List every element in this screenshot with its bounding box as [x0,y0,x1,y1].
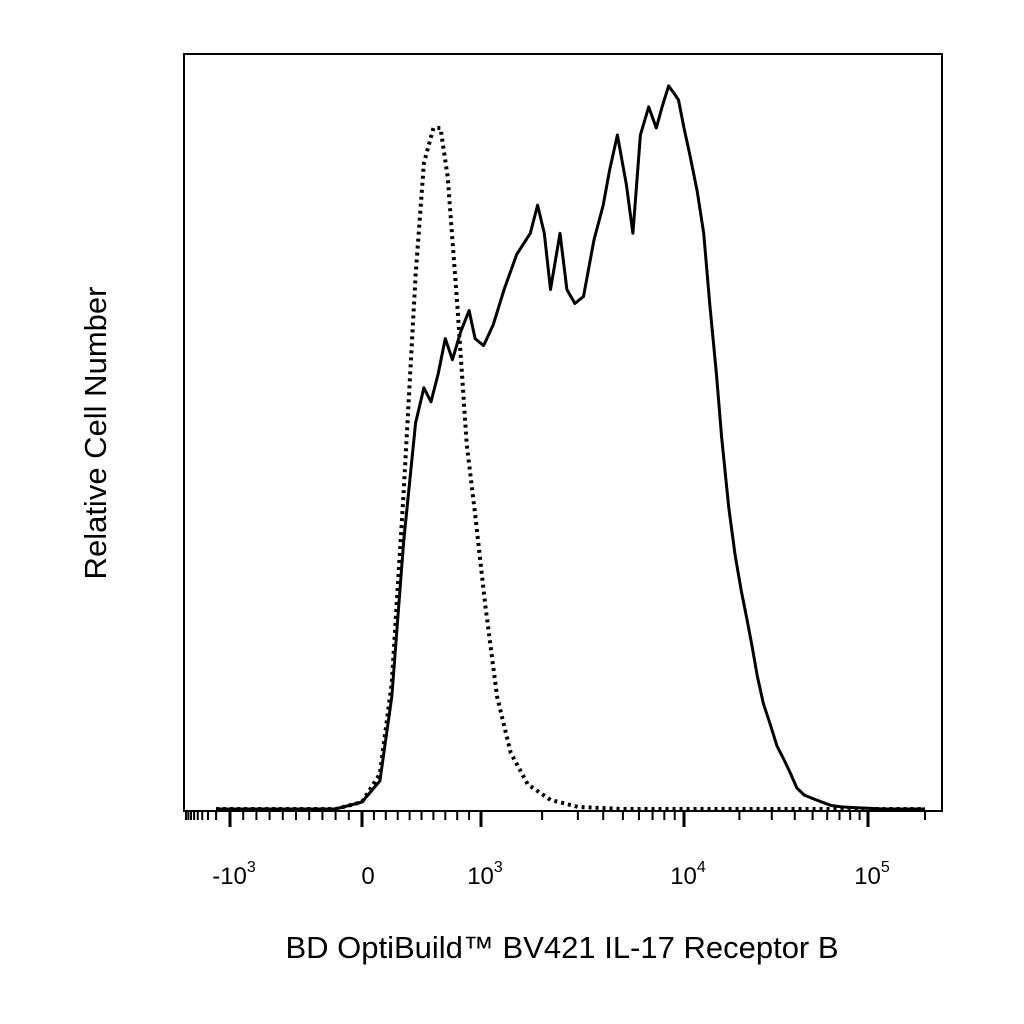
x-tick-label: 103 [467,859,503,890]
x-minor-ticks [185,811,926,820]
x-tick-label: -103 [212,859,256,890]
x-tick-label: 105 [854,859,890,890]
plot-frame [183,53,943,812]
x-tick-label: 104 [670,859,706,890]
y-axis-title: Relative Cell Number [78,287,113,580]
series-line-solid [216,84,925,811]
x-tick-labels: -103 0 103 104 105 [212,859,890,890]
x-axis-title: BD OptiBuild™ BV421 IL-17 Receptor B [285,930,838,965]
x-major-ticks [228,811,870,827]
x-tick-label: 0 [361,863,374,890]
series-line-dotted [216,126,925,811]
series-layer [216,84,925,811]
